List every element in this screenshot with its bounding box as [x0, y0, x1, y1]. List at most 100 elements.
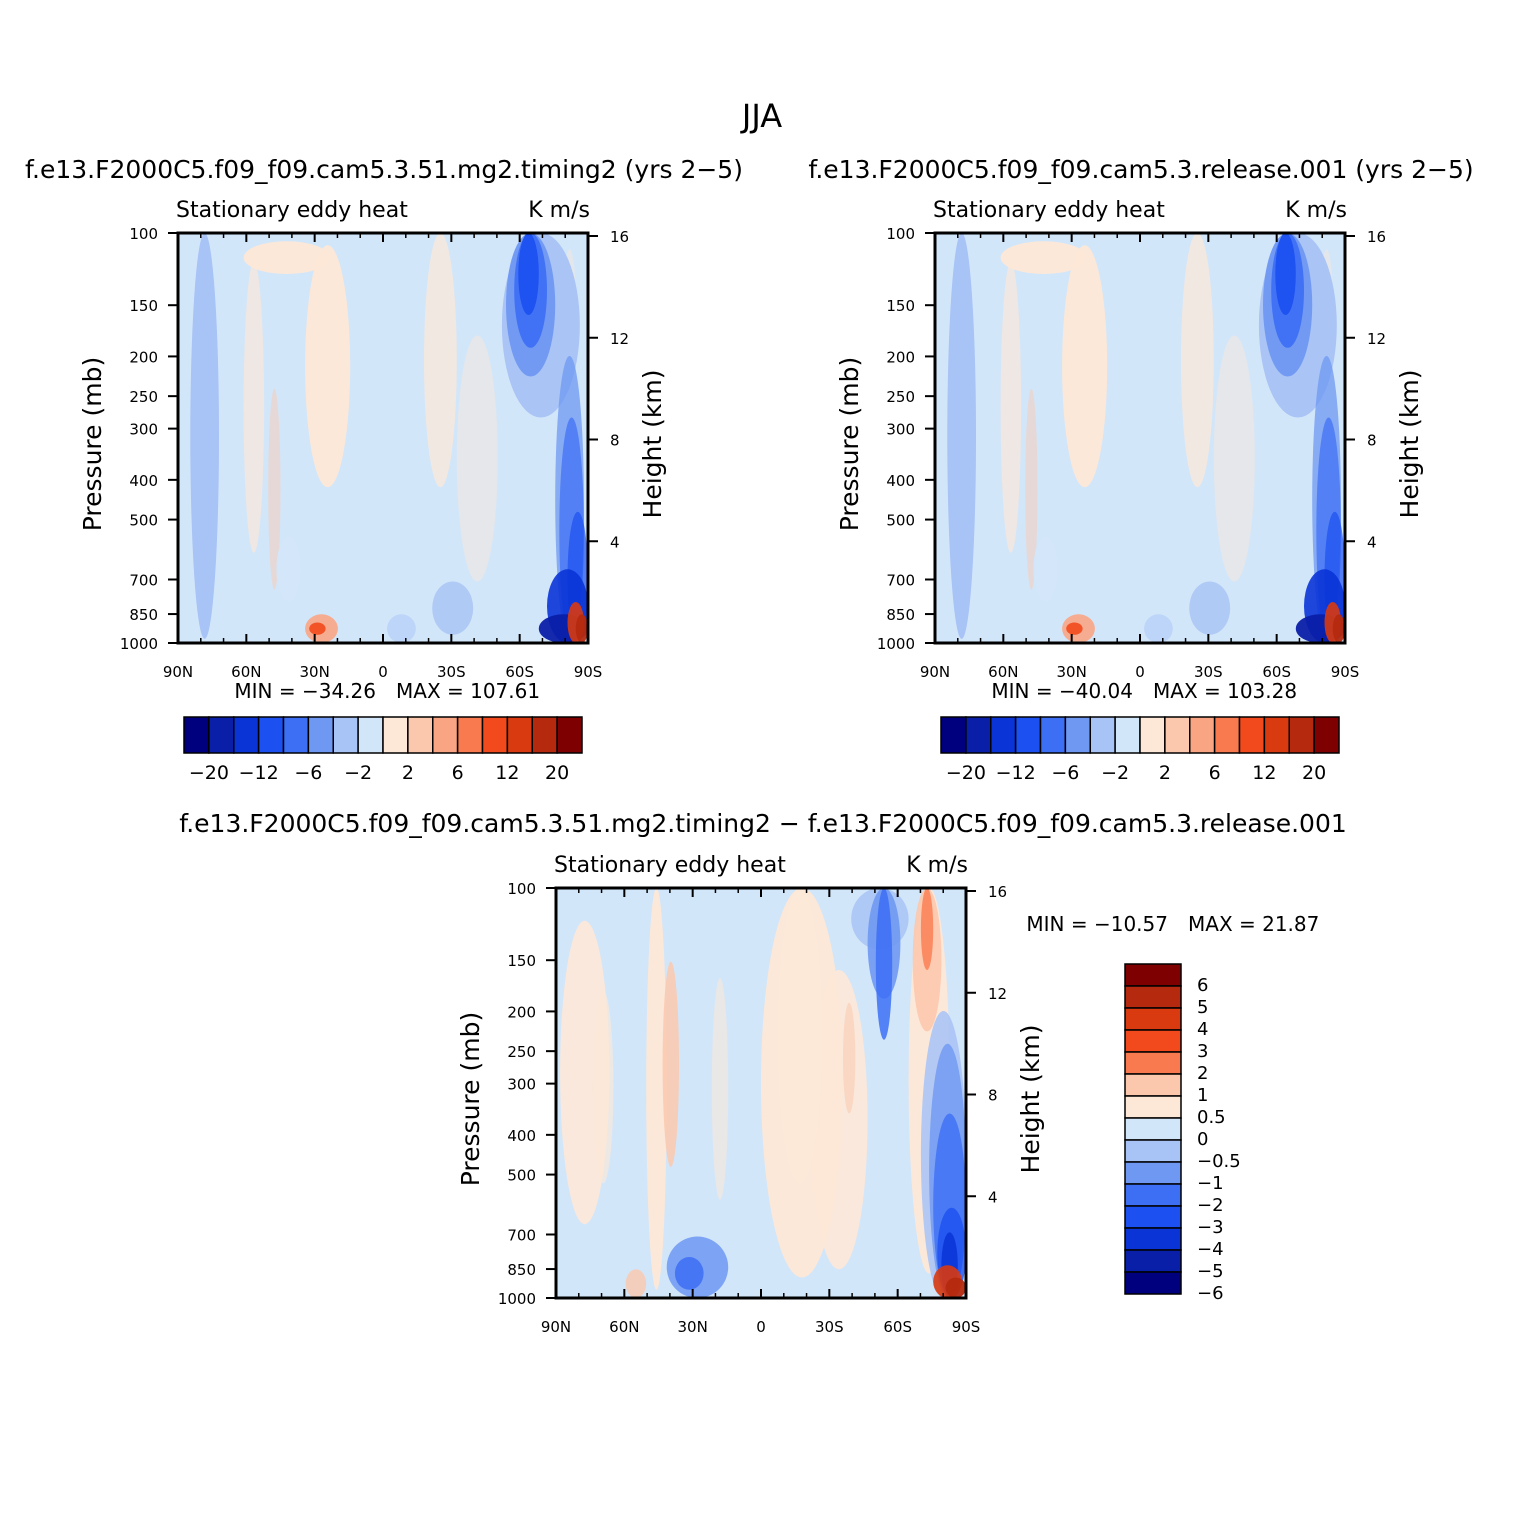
contour-region-11 [1066, 622, 1083, 635]
y-right-tick-label: 16 [610, 228, 629, 246]
contour-region-0 [243, 241, 330, 274]
contour-region-9 [432, 581, 474, 635]
y-tick-label: 1000 [498, 1290, 536, 1308]
colorbar-swatch [1124, 1073, 1182, 1097]
y-tick-label: 850 [886, 606, 915, 624]
colorbar-swatch [1124, 1029, 1182, 1053]
colorbar-swatch [1124, 963, 1182, 987]
x-tick-label: 60N [609, 1318, 639, 1336]
colorbar-swatch [1288, 716, 1315, 754]
contour-region-1 [560, 920, 610, 1225]
y-tick-label: 400 [507, 1127, 536, 1145]
colorbar-swatch [506, 716, 533, 754]
contour-region-4 [711, 978, 729, 1200]
y-right-tick-label: 8 [988, 1087, 998, 1105]
x-tick-label: 0 [378, 663, 388, 681]
max-label: MAX = 107.61 [396, 679, 540, 703]
panel-title: f.e13.F2000C5.f09_f09.cam5.3.51.mg2.timi… [25, 155, 743, 184]
contour-region-12 [1144, 614, 1173, 643]
contour-region-7 [777, 888, 823, 1184]
colorbar-swatch [357, 716, 384, 754]
colorbar-swatch [208, 716, 235, 754]
contour-region-3 [243, 261, 265, 553]
x-tick-label: 60S [505, 663, 534, 681]
colorbar-label: −12 [239, 762, 279, 784]
x-tick-label: 30N [1057, 663, 1087, 681]
colorbar-label: 2 [402, 762, 414, 784]
x-tick-label: 90N [163, 663, 193, 681]
colorbar-swatch [1124, 1095, 1182, 1119]
colorbar-label: 0 [1197, 1129, 1208, 1150]
contour-region-6 [1025, 388, 1038, 590]
colorbar-swatch [1124, 1117, 1182, 1141]
y-tick-label: 100 [886, 225, 915, 243]
x-tick-label: 60S [1262, 663, 1291, 681]
contour-region-6 [268, 388, 281, 590]
contour-region-0 [1000, 241, 1087, 274]
y-tick-label: 400 [129, 472, 158, 490]
x-tick-label: 60N [988, 663, 1018, 681]
colorbar-label: 12 [495, 762, 519, 784]
colorbar-swatch [257, 716, 285, 754]
y-tick-label: 500 [886, 512, 915, 530]
colorbar-label: −0.5 [1197, 1151, 1241, 1172]
contour-region-12 [387, 614, 416, 643]
colorbar-label: 0.5 [1197, 1107, 1226, 1128]
colorbar-swatch [940, 716, 967, 754]
y-tick-label: 500 [129, 512, 158, 530]
y-right-tick-label: 16 [988, 883, 1007, 901]
y-tick-label: 300 [507, 1076, 536, 1094]
min-label: MIN = −40.04 [991, 679, 1133, 703]
x-tick-label: 30N [300, 663, 330, 681]
colorbar-swatch [1124, 985, 1182, 1009]
colorbar-label: 6 [1197, 975, 1208, 996]
colorbar-swatch [1114, 716, 1141, 754]
colorbar-label: −6 [1051, 762, 1079, 784]
colorbar-label: 3 [1197, 1041, 1208, 1062]
colorbar-swatch [1263, 716, 1290, 754]
x-tick-label: 60N [231, 663, 261, 681]
x-tick-label: 30S [437, 663, 466, 681]
y-tick-label: 250 [507, 1043, 536, 1061]
contour-region-8 [843, 1002, 856, 1114]
panel-difference: f.e13.F2000C5.f09_f09.cam5.3.51.mg2.timi… [179, 809, 1347, 1336]
contour-region-5 [456, 335, 498, 582]
contour-region-7 [947, 233, 977, 639]
contour-region-11 [309, 622, 326, 635]
x-tick-label: 90N [920, 663, 950, 681]
y-tick-label: 100 [507, 880, 536, 898]
max-label: MAX = 21.87 [1188, 912, 1319, 936]
colorbar-label: 20 [545, 762, 569, 784]
contour-region-5 [1213, 335, 1255, 582]
colorbar-swatch [1039, 716, 1067, 754]
contour-region-8 [1033, 536, 1058, 602]
y-tick-label: 500 [507, 1167, 536, 1185]
contour-region-1 [1062, 245, 1108, 488]
min-label: MIN = −34.26 [234, 679, 376, 703]
panel-release001: f.e13.F2000C5.f09_f09.cam5.3.release.001… [808, 155, 1473, 784]
colorbar-swatch [1124, 1227, 1182, 1251]
y-right-axis-label: Height (km) [638, 370, 667, 519]
colorbar-swatch [481, 716, 509, 754]
contour-region-3 [662, 961, 679, 1167]
colorbar-label: −3 [1197, 1217, 1224, 1238]
y-right-tick-label: 12 [988, 985, 1007, 1003]
colorbar-swatch [1189, 716, 1216, 754]
y-right-tick-label: 12 [1367, 330, 1386, 348]
contour-region-23 [1332, 614, 1345, 643]
colorbar-swatch [1124, 1007, 1182, 1031]
colorbar-swatch [1124, 1183, 1182, 1207]
colorbar-label: 2 [1197, 1063, 1208, 1084]
x-tick-label: 90N [541, 1318, 571, 1336]
colorbar-swatch [233, 716, 260, 754]
field-background [556, 888, 966, 1298]
panel-timing2: f.e13.F2000C5.f09_f09.cam5.3.51.mg2.timi… [25, 155, 743, 784]
colorbar-swatch [456, 716, 484, 754]
colorbar-swatch [1139, 716, 1166, 754]
contour-region-1 [305, 245, 351, 488]
contour-region-16 [1275, 233, 1296, 315]
colorbar-label: −5 [1197, 1261, 1224, 1282]
contour-region-2 [646, 888, 667, 1290]
contour-region-2 [424, 233, 457, 488]
